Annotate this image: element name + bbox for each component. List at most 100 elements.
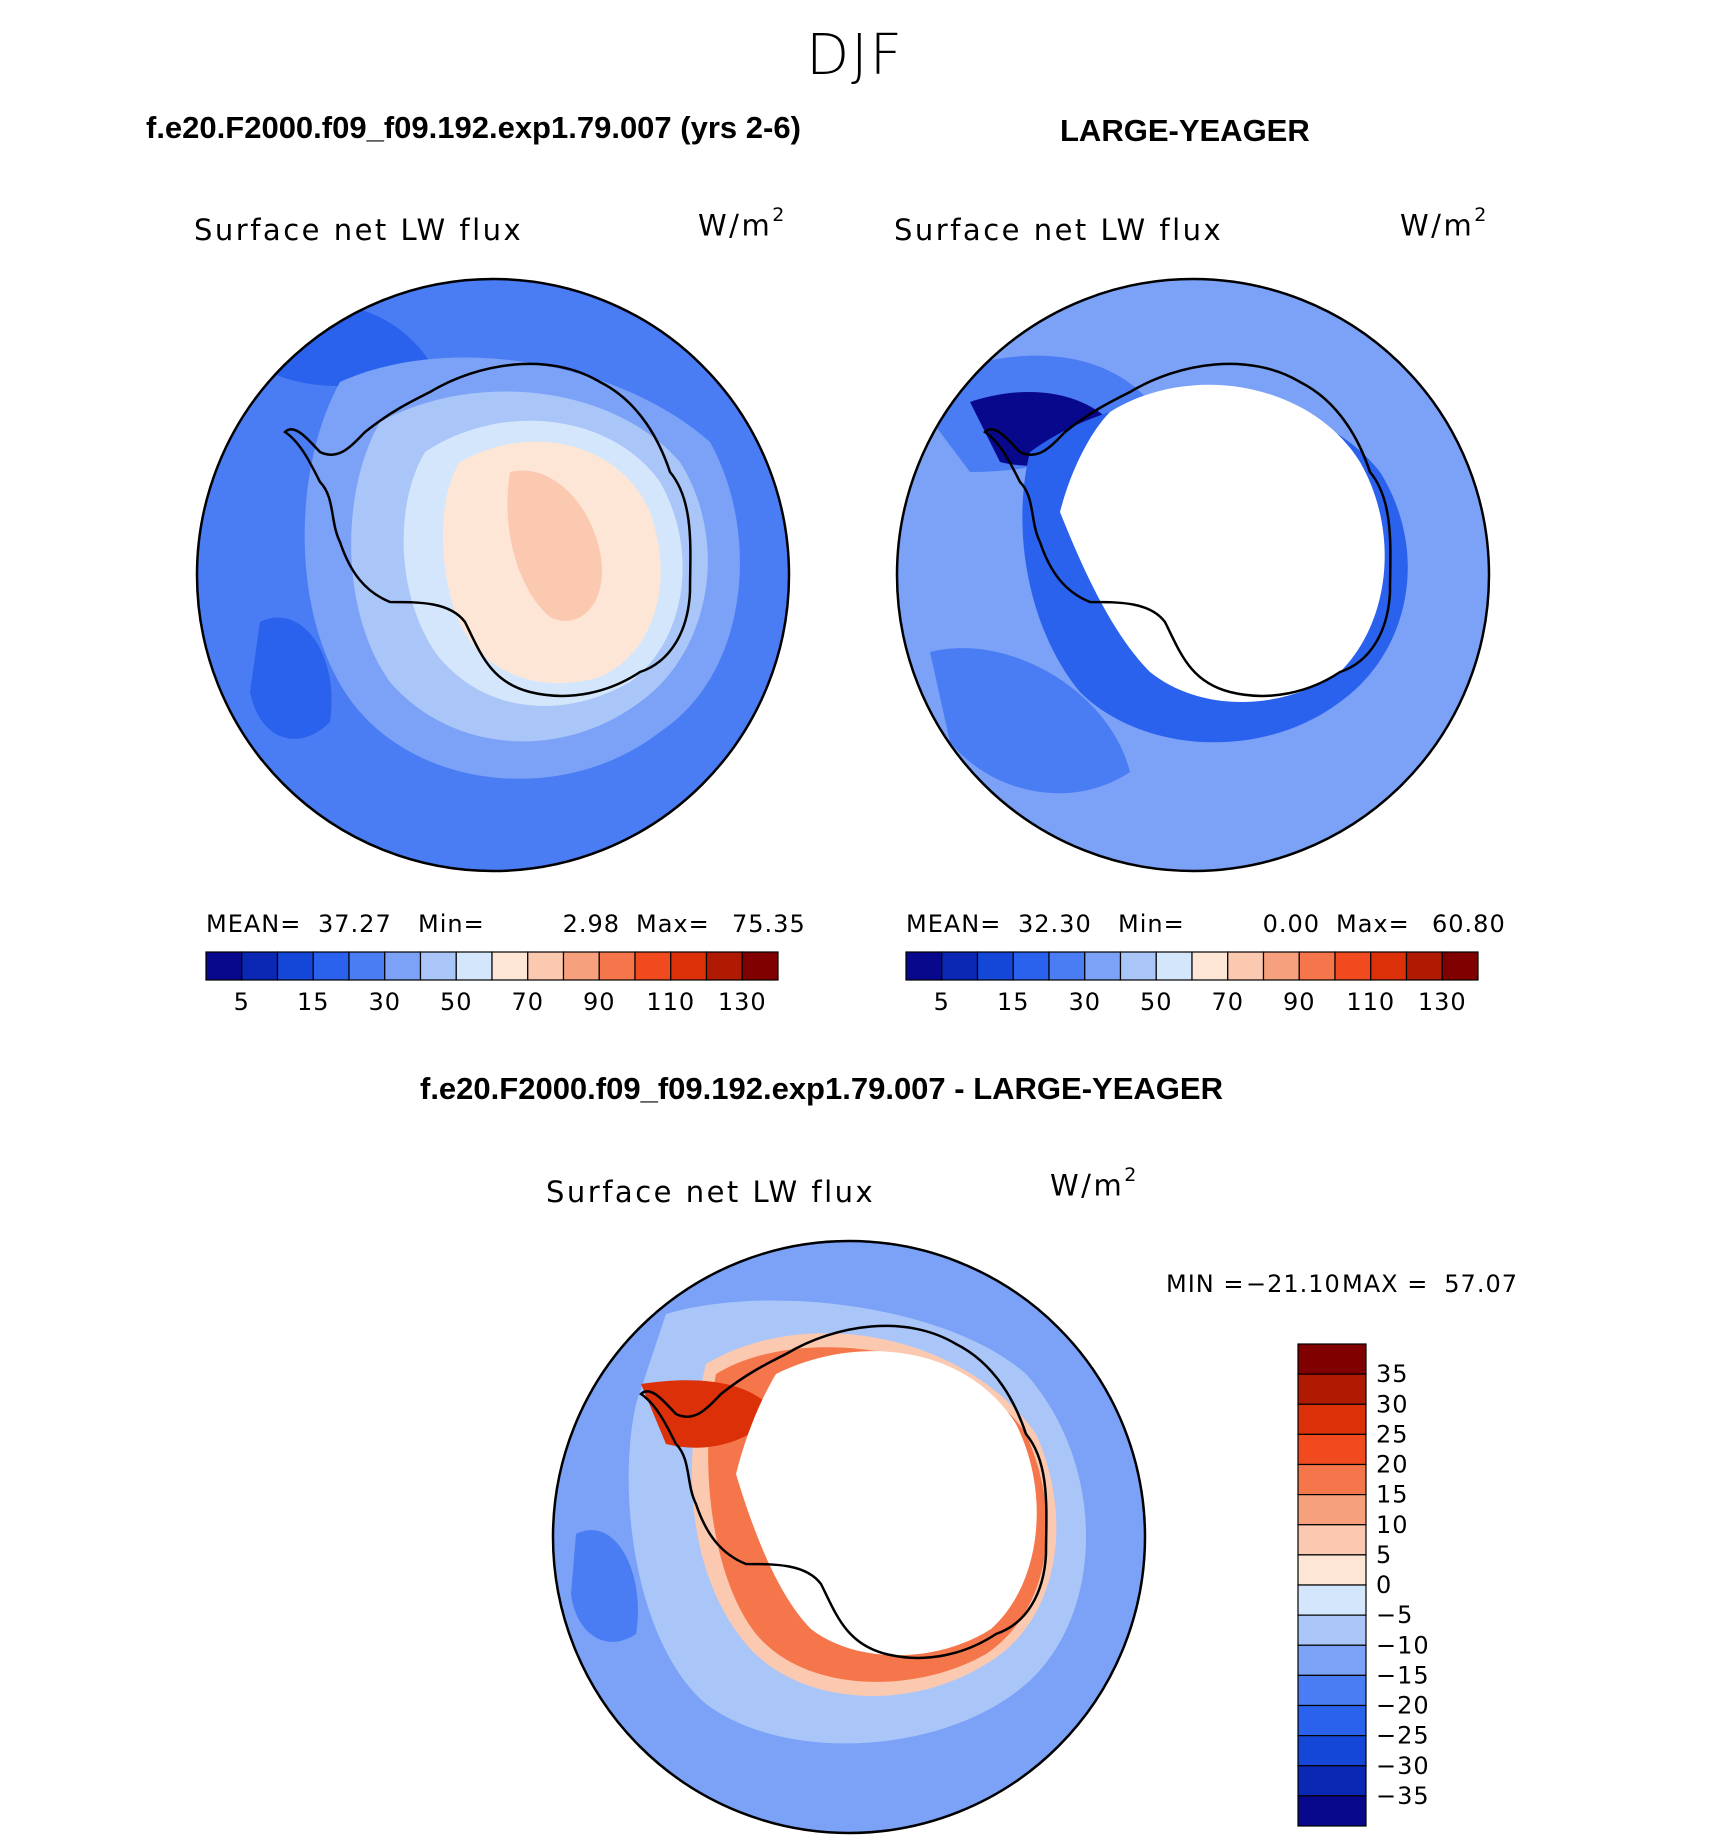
- colorbar-tick-label: 15: [997, 988, 1030, 1014]
- panel1-min-label: Min=: [418, 910, 485, 938]
- panel2-map-border: [895, 277, 1491, 873]
- colorbar-swatch: [1227, 951, 1265, 981]
- panel2-units: W/m2: [1400, 204, 1489, 243]
- colorbar-swatch: [741, 951, 779, 981]
- colorbar-tick-label: 110: [1346, 988, 1395, 1014]
- colorbar-swatch: [1297, 1704, 1367, 1737]
- colorbar-tick-label: 30: [368, 988, 401, 1014]
- panel1-plateau-patch: [507, 470, 602, 621]
- colorbar-tick-label: 130: [1418, 988, 1467, 1014]
- colorbar-swatch: [1370, 951, 1408, 981]
- colorbar-swatch: [1048, 951, 1086, 981]
- colorbar-swatch: [276, 951, 314, 981]
- panel3-map-border: [551, 1239, 1147, 1835]
- colorbar-tick-label: 110: [646, 988, 695, 1014]
- panel1-stats: MEAN= 37.27 Min= 2.98 Max= 75.35: [206, 912, 806, 936]
- season-title: DJF: [806, 23, 904, 88]
- panel2-polar-map: [895, 277, 1491, 873]
- colorbar-tick-label: −5: [1376, 1601, 1413, 1629]
- colorbar-tick-label: 10: [1376, 1511, 1409, 1539]
- colorbar-swatch: [670, 951, 708, 981]
- panel3-polar-map: [551, 1239, 1147, 1835]
- colorbar-swatch: [705, 951, 743, 981]
- colorbar-tick-label: 35: [1376, 1360, 1409, 1388]
- panel1-field-title: Surface net LW flux: [194, 213, 524, 247]
- colorbar-swatch: [1155, 951, 1193, 981]
- colorbar-tick-label: 25: [1376, 1420, 1409, 1448]
- colorbar-swatch: [1297, 1433, 1367, 1466]
- colorbar-swatch: [905, 951, 943, 981]
- panel3-hot-weddell: [641, 1380, 776, 1448]
- panel3-patch-west: [571, 1530, 638, 1642]
- colorbar-swatch: [1012, 951, 1050, 981]
- panel3-stats: MIN =−21.10MAX = 57.07: [1166, 1272, 1518, 1296]
- colorbar-swatch: [1297, 1644, 1367, 1676]
- panel2-max-label: Max=: [1336, 910, 1410, 938]
- colorbar-swatch: [312, 951, 350, 981]
- colorbar-tick-label: −35: [1376, 1782, 1430, 1810]
- colorbar-swatch: [241, 951, 279, 981]
- colorbar-swatch: [419, 951, 457, 981]
- panel1-min-value: 2.98: [562, 910, 620, 938]
- colorbar-swatch: [1297, 1373, 1367, 1405]
- colorbar-tick-label: 90: [583, 988, 616, 1014]
- colorbar-swatch: [1297, 1403, 1367, 1435]
- panel3-min-label: MIN =: [1166, 1270, 1245, 1298]
- colorbar-swatch: [1119, 951, 1157, 981]
- panel1-dark-patch-sw: [250, 617, 332, 739]
- colorbar-swatch: [1297, 1494, 1367, 1526]
- colorbar-swatch: [1297, 1735, 1367, 1767]
- colorbar-tick-label: 20: [1376, 1451, 1409, 1479]
- colorbar-tick-label: −15: [1376, 1661, 1430, 1689]
- panel1-mean-value: 37.27: [318, 910, 392, 938]
- panel1-max-label: Max=: [636, 910, 710, 938]
- panel1-mean-label: MEAN=: [206, 910, 302, 938]
- colorbar-tick-label: 50: [1140, 988, 1173, 1014]
- colorbar-tick-label: 90: [1283, 988, 1316, 1014]
- colorbar-swatch: [384, 951, 422, 981]
- panel1-map-border: [195, 277, 791, 873]
- colorbar-tick-label: 0: [1376, 1571, 1392, 1599]
- colorbar-tick-label: 130: [718, 988, 767, 1014]
- colorbar-swatch: [1297, 1524, 1367, 1556]
- colorbar-swatch: [941, 951, 979, 981]
- colorbar-swatch: [1191, 951, 1229, 981]
- colorbar-swatch: [1297, 1584, 1367, 1616]
- panel3-max-value: 57.07: [1444, 1270, 1518, 1298]
- panel1-max-value: 75.35: [732, 910, 806, 938]
- panel1-colorbar: 5 15 30 50 70 90 110 130: [205, 951, 779, 1014]
- colorbar-tick-label: 15: [1376, 1481, 1409, 1509]
- panel3-max-label: MAX =: [1342, 1270, 1429, 1298]
- colorbar-swatch: [1297, 1765, 1367, 1797]
- panel2-field-title: Surface net LW flux: [894, 213, 1224, 247]
- colorbar-tick-label: 15: [297, 988, 330, 1014]
- colorbar-tick-label: −10: [1376, 1631, 1430, 1659]
- colorbar-tick-label: −30: [1376, 1752, 1430, 1780]
- colorbar-swatch: [1297, 1463, 1367, 1496]
- panel2-min-label: Min=: [1118, 910, 1185, 938]
- panel3-land-mask: [736, 1351, 1037, 1656]
- colorbar-tick-label: 70: [1211, 988, 1244, 1014]
- colorbar-tick-label: 5: [234, 988, 250, 1014]
- colorbar-swatch: [1297, 1343, 1367, 1375]
- panel2-land-mask: [1060, 384, 1385, 702]
- colorbar-tick-label: −20: [1376, 1692, 1430, 1720]
- colorbar-swatch: [491, 951, 529, 981]
- panel2-max-value: 60.80: [1432, 910, 1506, 938]
- colorbar-swatch: [348, 951, 386, 981]
- panel3-antarctica-coastline: [639, 1324, 1048, 1660]
- colorbar-tick-label: 30: [1376, 1390, 1409, 1418]
- panel2-stats: MEAN= 32.30 Min= 0.00 Max= 60.80: [906, 912, 1506, 936]
- colorbar-swatch: [527, 951, 565, 981]
- colorbar-tick-label: 5: [934, 988, 950, 1014]
- colorbar-swatch: [598, 951, 636, 981]
- colorbar-swatch: [1262, 951, 1300, 981]
- panel2-colorbar: 5 15 30 50 70 90 110 130: [905, 951, 1479, 1014]
- panel2-band-sw: [930, 648, 1130, 794]
- colorbar-swatch: [1297, 1674, 1367, 1707]
- colorbar-swatch: [455, 951, 493, 981]
- panel2-antarctica-coastline: [983, 362, 1392, 698]
- colorbar-tick-label: 50: [440, 988, 473, 1014]
- panel1-antarctica-coastline: [283, 362, 692, 698]
